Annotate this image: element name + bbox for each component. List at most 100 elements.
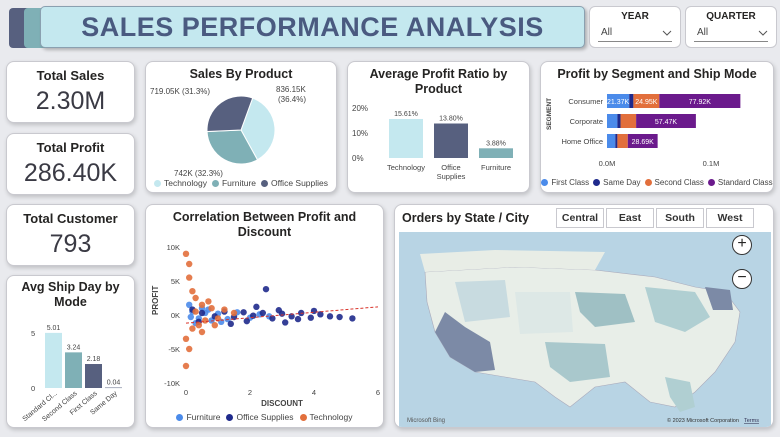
profit-ratio-card: Average Profit Ratio by Product 0% 10% 20%… (347, 61, 530, 193)
map-terms-link[interactable]: Terms (744, 418, 759, 424)
scatter-point-furniture (187, 313, 194, 321)
ship-day-bar (105, 387, 122, 389)
segment-bar (615, 134, 618, 148)
profit-discount-scatter: PROFIT DISCOUNT 10K 5K 0K -5K -10K 0 2 4 6 (151, 243, 380, 408)
legend-same-day: Same Day (593, 178, 641, 187)
map-state-newyork[interactable] (705, 287, 733, 310)
map-state-central[interactable] (575, 292, 635, 327)
y-tick-label: 0 (31, 384, 35, 393)
orders-map-title: Orders by State / City (402, 211, 530, 225)
segment-data-label: 21.37K (607, 99, 630, 106)
total-sales-label: Total Sales (36, 68, 105, 83)
segment-axis-title: SEGMENT (546, 98, 553, 130)
sales-by-product-pie: 836.15K(36.4%) 742K (32.3%) 719.05K (31.3%… (150, 85, 306, 178)
legend-office-supplies: Office Supplies (261, 178, 328, 188)
scatter-point-office-supplies (243, 317, 250, 325)
scatter-point-technology (230, 309, 238, 317)
scatter-point-technology (186, 274, 193, 281)
segment-data-label: 77.92K (689, 99, 712, 106)
quarter-dropdown[interactable]: All (694, 24, 768, 42)
pie-label-office-supplies: 719.05K (31.3%) (150, 87, 210, 96)
sales-by-product-card: Sales By Product 836.15K (36.4%) 742K (32.… (145, 61, 337, 193)
x-tick-label: 4 (312, 388, 316, 397)
scatter-point-office-supplies (310, 307, 318, 315)
zoom-out-button[interactable]: − (732, 269, 752, 289)
segment-bar (629, 94, 634, 108)
segment-profit-card: Profit by Segment and Ship Mode SEGMENT C… (540, 61, 774, 193)
segment-data-label: 24.95K (635, 99, 658, 106)
sales-by-product-legend: Technology Furniture Office Supplies (146, 178, 336, 188)
scatter-point-technology (189, 325, 196, 332)
scatter-point-office-supplies (259, 309, 266, 317)
page-title-banner: SALES PERFORMANCE ANALYSIS (40, 6, 585, 48)
scatter-point-technology (195, 322, 202, 329)
profit-discount-card: Correlation Between Profit and Discount … (145, 204, 384, 428)
profit-ratio-category-label: Supplies (437, 172, 466, 181)
y-tick-label: 0% (352, 154, 364, 163)
ship-day-data-label: 0.04 (107, 380, 121, 387)
scatter-point-office-supplies (253, 303, 260, 311)
pie-slice-technology (240, 97, 276, 161)
map-state-east[interactable] (645, 287, 710, 332)
y-tick-label: -5K (168, 345, 180, 354)
y-tick-label: -10K (164, 379, 180, 388)
ship-day-bar (45, 332, 62, 388)
tab-west[interactable]: West (706, 208, 754, 228)
ship-day-data-label: 3.24 (67, 344, 81, 351)
scatter-point-technology (182, 362, 190, 370)
tab-central[interactable]: Central (556, 208, 604, 228)
page-title: SALES PERFORMANCE ANALYSIS (81, 11, 544, 42)
map-state-mountain[interactable] (515, 292, 573, 334)
quarter-slicer[interactable]: QUARTER All (685, 6, 777, 48)
year-slicer-label: YEAR (621, 11, 649, 22)
zoom-in-button[interactable]: + (732, 235, 752, 255)
total-profit-label: Total Profit (36, 140, 105, 155)
y-tick-label: 5K (171, 277, 180, 286)
segment-label: Home Office (561, 137, 603, 146)
legend-second-class: Second Class (644, 178, 704, 187)
scatter-point-office-supplies (326, 313, 334, 320)
ship-day-data-label: 5.01 (47, 325, 61, 332)
profit-ratio-bar (479, 148, 513, 158)
year-slicer[interactable]: YEAR All (589, 6, 681, 48)
us-map[interactable]: Microsoft Bing © 2023 Microsoft Corporat… (395, 232, 774, 428)
total-sales-card: Total Sales 2.30M (6, 61, 135, 123)
map-state-california[interactable] (435, 312, 495, 372)
total-customer-value: 793 (49, 230, 92, 258)
profit-ratio-bar (389, 118, 423, 158)
segment-profit-title: Profit by Segment and Ship Mode (557, 67, 757, 81)
scatter-point-technology (211, 322, 218, 329)
bing-logo: Microsoft Bing (407, 418, 445, 424)
profit-ratio-data-label: 3.88% (486, 140, 506, 147)
legend-first-class: First Class (541, 178, 589, 187)
map-state-florida[interactable] (665, 377, 695, 412)
scatter-point-technology (186, 260, 193, 268)
quarter-slicer-label: QUARTER (706, 11, 756, 22)
scatter-point-office-supplies (307, 314, 314, 321)
year-dropdown-value: All (601, 27, 613, 38)
segment-bar (659, 94, 741, 108)
tab-east[interactable]: East (606, 208, 654, 228)
x-tick-label: 0.1M (703, 159, 720, 168)
tab-south[interactable]: South (656, 208, 704, 228)
segment-bar (636, 114, 696, 128)
ship-day-data-label: 2.18 (87, 356, 101, 363)
profit-discount-title: Correlation Between Profit and Discount (172, 210, 357, 239)
map-state-west[interactable] (455, 280, 510, 322)
year-dropdown[interactable]: All (598, 24, 672, 42)
scatter-point-technology (182, 250, 190, 257)
scatter-point-office-supplies (294, 315, 302, 323)
scatter-point-technology (205, 298, 212, 305)
segment-data-label: 57.47K (655, 119, 678, 126)
profit-ratio-data-label: 13.80% (439, 116, 463, 123)
avg-ship-day-title: Avg Ship Day by Mode (21, 280, 120, 309)
scatter-point-office-supplies (349, 315, 356, 322)
map-attribution: © 2023 Microsoft Corporation (667, 417, 739, 424)
profit-ratio-category-label: Furniture (481, 163, 511, 172)
scatter-point-furniture (186, 301, 193, 308)
ship-day-bar (65, 352, 82, 388)
scatter-point-technology (189, 288, 196, 295)
map-state-texas[interactable] (545, 342, 610, 382)
segment-bar (627, 134, 658, 148)
segment-bar (607, 134, 616, 148)
